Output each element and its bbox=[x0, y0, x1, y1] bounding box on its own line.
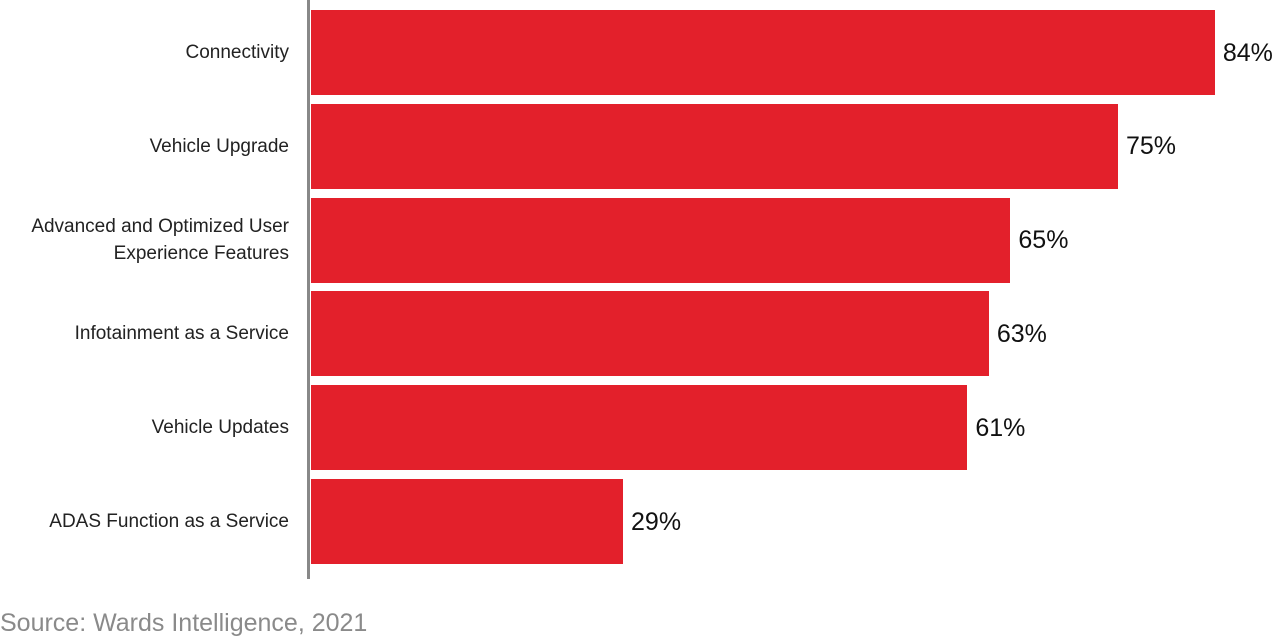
axis-line bbox=[307, 0, 310, 579]
source-note: Source: Wards Intelligence, 2021 bbox=[0, 609, 368, 637]
value-label: 29% bbox=[631, 507, 682, 536]
category-label: Infotainment as a Service bbox=[74, 323, 289, 345]
category-label: Vehicle Upgrade bbox=[149, 135, 289, 157]
category-label: ADAS Function as a Service bbox=[49, 511, 289, 532]
category-label: Vehicle Updates bbox=[151, 417, 289, 439]
bar bbox=[311, 103, 1118, 189]
bar bbox=[311, 479, 624, 564]
category-label: Connectivity bbox=[185, 42, 290, 63]
bar bbox=[311, 291, 989, 377]
bar bbox=[311, 197, 1011, 283]
value-label: 65% bbox=[1018, 226, 1069, 255]
value-label: 61% bbox=[975, 413, 1026, 442]
bar bbox=[311, 10, 1215, 95]
value-label: 63% bbox=[996, 319, 1047, 348]
category-label: Advanced and Optimized User Experience F… bbox=[31, 216, 289, 265]
value-label: 84% bbox=[1222, 38, 1273, 67]
bar bbox=[311, 385, 968, 471]
value-label: 75% bbox=[1126, 132, 1177, 161]
